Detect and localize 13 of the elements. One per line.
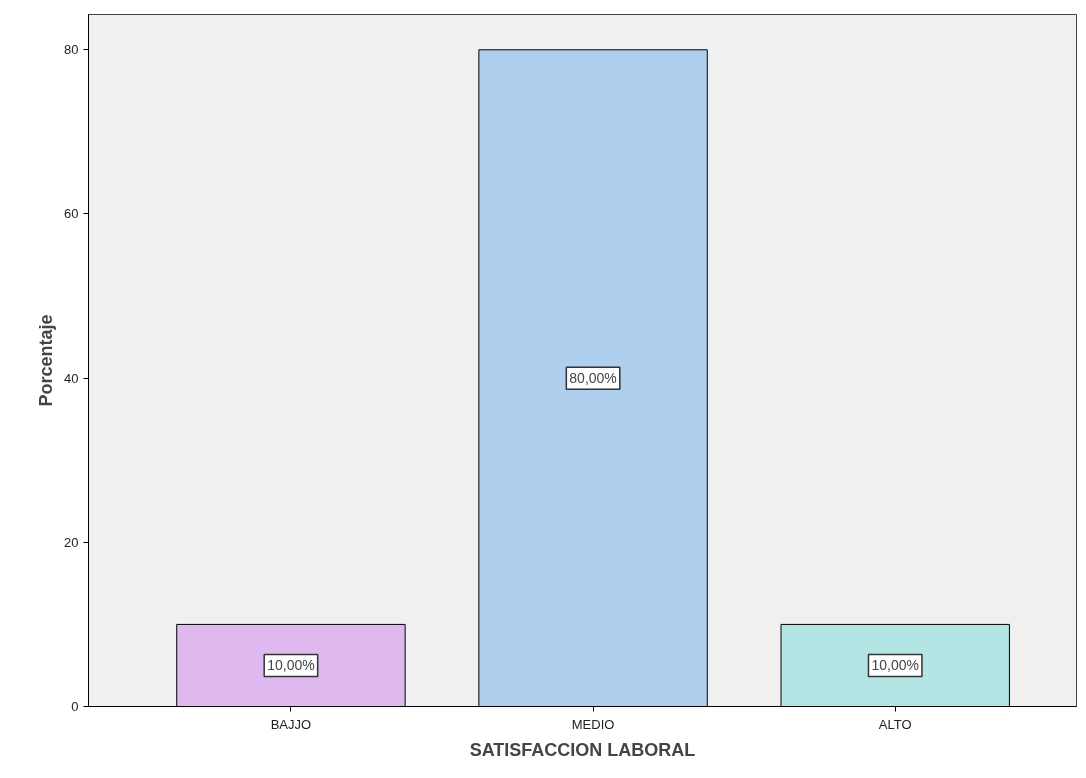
data-label: 10,00% <box>267 657 315 674</box>
y-tick-label: 60 <box>64 206 79 222</box>
y-axis-title: Porcentaje <box>36 314 57 407</box>
x-tick-label: BAJJO <box>270 716 312 732</box>
y-tick-label: 80 <box>64 42 79 58</box>
y-tick-label: 40 <box>64 370 79 386</box>
data-label: 10,00% <box>871 657 919 674</box>
y-tick-label: 0 <box>71 699 79 714</box>
x-axis-title: SATISFACCION LABORAL <box>469 739 696 760</box>
x-tick-label: ALTO <box>878 716 912 732</box>
x-tick-label: MEDIO <box>571 716 615 732</box>
data-label: 80,00% <box>569 370 617 387</box>
y-tick-label: 20 <box>64 534 79 550</box>
